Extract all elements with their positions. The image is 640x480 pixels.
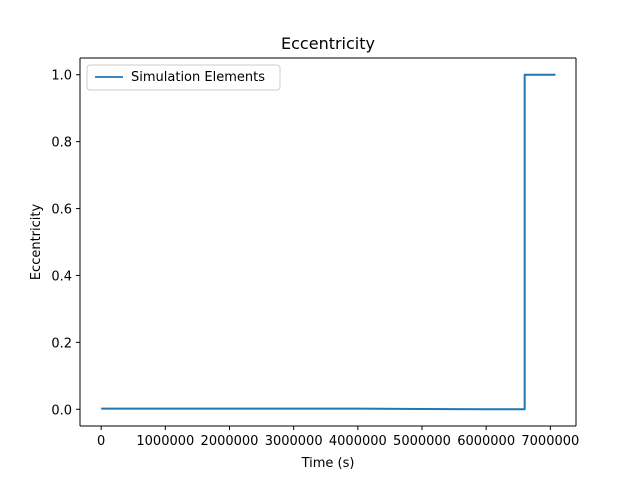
y-tick-label: 0.0 (51, 403, 72, 418)
x-tick-label: 0 (97, 434, 105, 449)
series-layer (101, 73, 556, 411)
legend: Simulation Elements (86, 64, 281, 91)
legend-box (86, 64, 281, 91)
x-tick-label: 1000000 (136, 434, 194, 449)
axes-background (80, 58, 576, 426)
y-tick-label: 0.2 (51, 336, 72, 351)
legend-entry-label: Simulation Elements (131, 70, 265, 85)
chart-title: Eccentricity (281, 34, 375, 53)
y-tick-label: 0.4 (51, 269, 72, 284)
y-axis-label: Eccentricity (29, 204, 44, 281)
x-tick-label: 3000000 (265, 434, 323, 449)
x-tick-label: 6000000 (457, 434, 515, 449)
series-line-0 (101, 73, 556, 411)
x-axis-label: Time (s) (301, 456, 355, 471)
x-axis-ticks: 0 1000000 2000000 3000000 4000000 5000000 6000… (97, 426, 579, 449)
y-tick-label: 0.8 (51, 136, 72, 151)
x-tick-label: 4000000 (329, 434, 387, 449)
x-tick-label: 7000000 (521, 434, 579, 449)
y-tick-label: 1.0 (51, 69, 72, 84)
x-tick-label: 5000000 (393, 434, 451, 449)
y-axis-ticks: 0.0 0.2 0.4 0.6 0.8 1.0 (51, 69, 80, 418)
plot-area (79, 57, 577, 427)
x-tick-label: 2000000 (201, 434, 259, 449)
y-tick-label: 0.6 (51, 203, 72, 218)
